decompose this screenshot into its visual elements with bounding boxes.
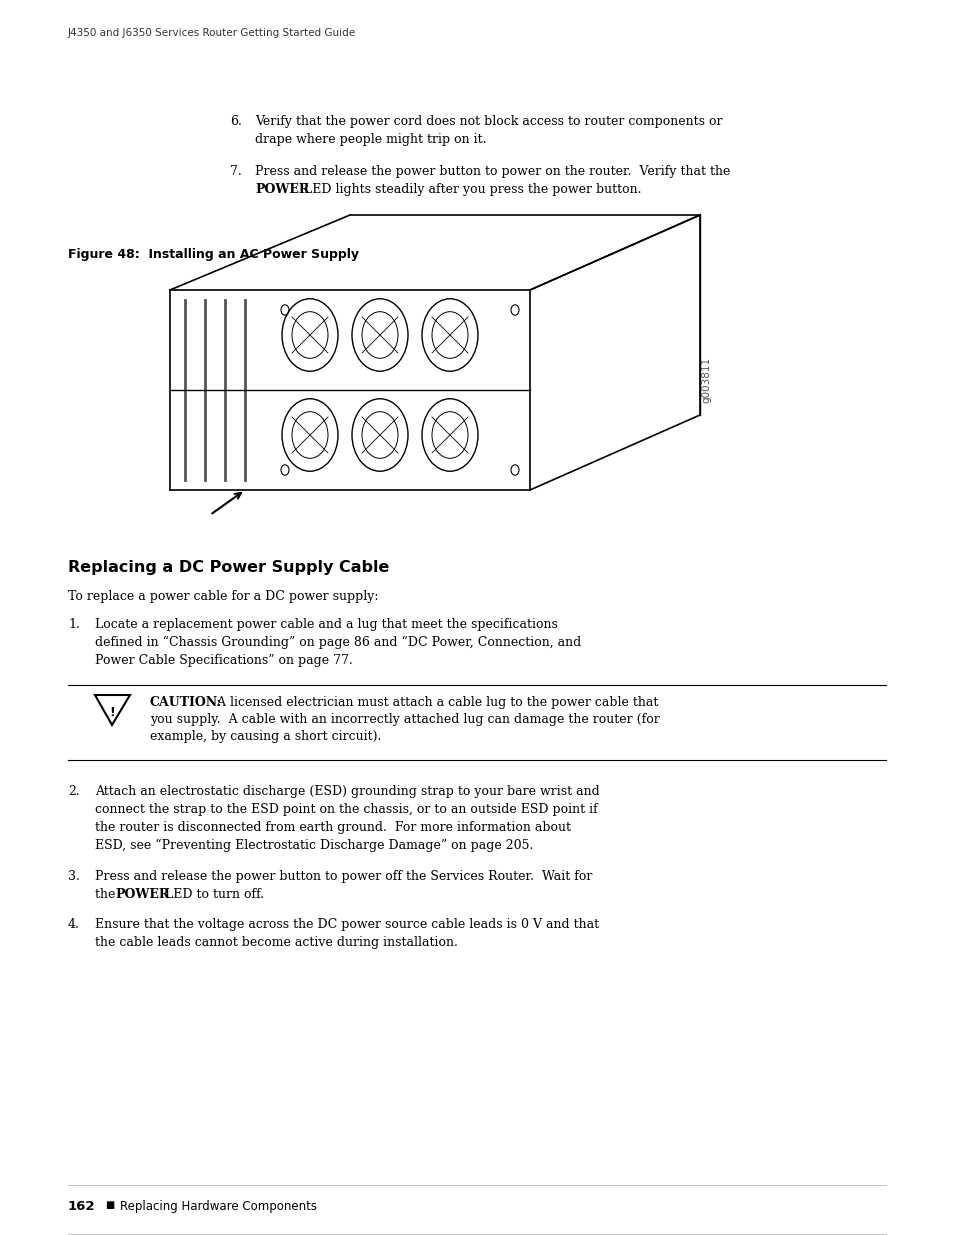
Text: Replacing a DC Power Supply Cable: Replacing a DC Power Supply Cable <box>68 559 389 576</box>
Text: 2.: 2. <box>68 785 80 798</box>
Text: the: the <box>95 888 119 902</box>
Text: !: ! <box>109 705 114 719</box>
Text: 1.: 1. <box>68 618 80 631</box>
Text: you supply.  A cable with an incorrectly attached lug can damage the router (for: you supply. A cable with an incorrectly … <box>150 713 659 726</box>
Text: Attach an electrostatic discharge (ESD) grounding strap to your bare wrist and: Attach an electrostatic discharge (ESD) … <box>95 785 599 798</box>
Text: 6.: 6. <box>230 115 242 128</box>
Text: ■: ■ <box>105 1200 114 1210</box>
Text: the cable leads cannot become active during installation.: the cable leads cannot become active dur… <box>95 936 457 948</box>
Text: 3.: 3. <box>68 869 80 883</box>
Text: POWER: POWER <box>254 183 309 196</box>
Text: Figure 48:  Installing an AC Power Supply: Figure 48: Installing an AC Power Supply <box>68 248 358 261</box>
Text: POWER: POWER <box>115 888 169 902</box>
Text: 7.: 7. <box>230 165 241 178</box>
Text: CAUTION:: CAUTION: <box>150 697 222 709</box>
Text: g003811: g003811 <box>700 357 710 403</box>
Text: the router is disconnected from earth ground.  For more information about: the router is disconnected from earth gr… <box>95 821 571 834</box>
Text: example, by causing a short circuit).: example, by causing a short circuit). <box>150 730 381 743</box>
Text: 4.: 4. <box>68 918 80 931</box>
Text: A licensed electrician must attach a cable lug to the power cable that: A licensed electrician must attach a cab… <box>213 697 658 709</box>
Text: Ensure that the voltage across the DC power source cable leads is 0 V and that: Ensure that the voltage across the DC po… <box>95 918 598 931</box>
Text: Press and release the power button to power off the Services Router.  Wait for: Press and release the power button to po… <box>95 869 592 883</box>
Text: LED lights steadily after you press the power button.: LED lights steadily after you press the … <box>299 183 640 196</box>
Text: LED to turn off.: LED to turn off. <box>161 888 264 902</box>
Text: Locate a replacement power cable and a lug that meet the specifications: Locate a replacement power cable and a l… <box>95 618 558 631</box>
Text: Replacing Hardware Components: Replacing Hardware Components <box>120 1200 316 1213</box>
Text: connect the strap to the ESD point on the chassis, or to an outside ESD point if: connect the strap to the ESD point on th… <box>95 803 598 816</box>
Text: defined in “Chassis Grounding” on page 86 and “DC Power, Connection, and: defined in “Chassis Grounding” on page 8… <box>95 636 580 650</box>
Text: To replace a power cable for a DC power supply:: To replace a power cable for a DC power … <box>68 590 378 603</box>
Text: drape where people might trip on it.: drape where people might trip on it. <box>254 133 486 146</box>
Text: 162: 162 <box>68 1200 95 1213</box>
Text: ESD, see “Preventing Electrostatic Discharge Damage” on page 205.: ESD, see “Preventing Electrostatic Disch… <box>95 839 533 852</box>
Text: Verify that the power cord does not block access to router components or: Verify that the power cord does not bloc… <box>254 115 721 128</box>
Text: J4350 and J6350 Services Router Getting Started Guide: J4350 and J6350 Services Router Getting … <box>68 28 355 38</box>
Text: Press and release the power button to power on the router.  Verify that the: Press and release the power button to po… <box>254 165 730 178</box>
Text: Power Cable Specifications” on page 77.: Power Cable Specifications” on page 77. <box>95 655 353 667</box>
